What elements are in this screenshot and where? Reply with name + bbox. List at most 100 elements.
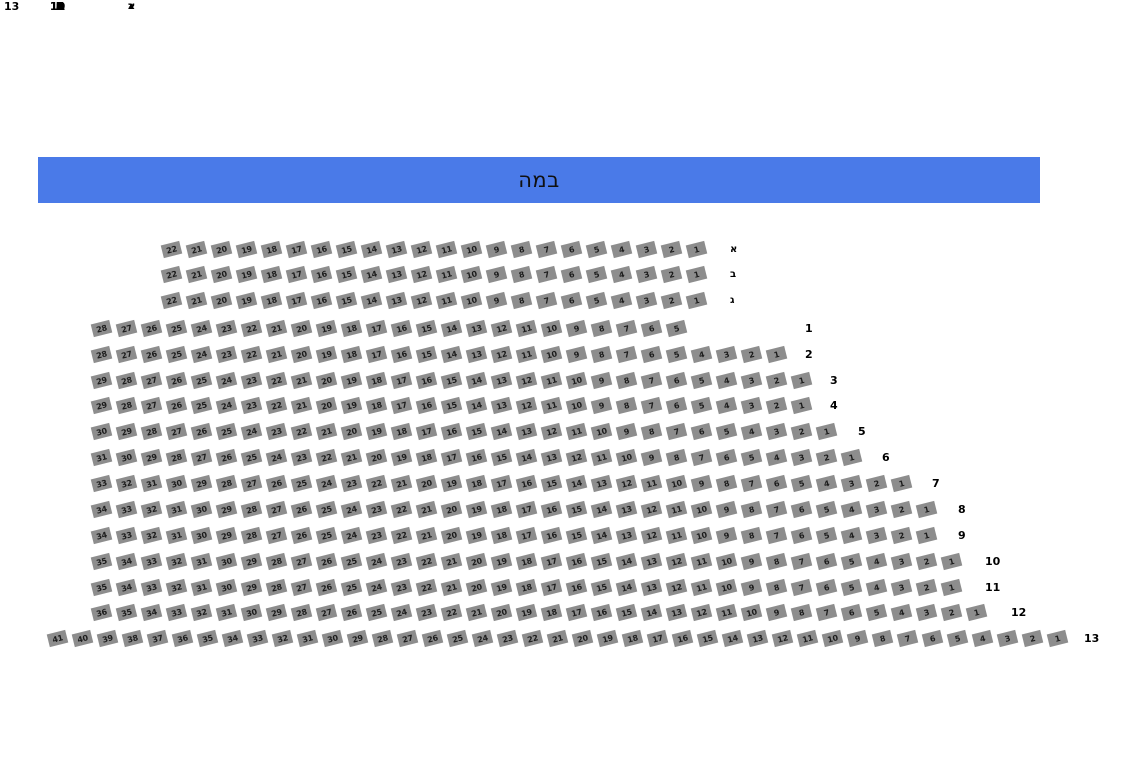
- seat[interactable]: 7: [765, 500, 788, 519]
- seat[interactable]: 29: [265, 603, 288, 622]
- seat[interactable]: 36: [90, 603, 113, 622]
- seat[interactable]: 17: [390, 396, 413, 415]
- seat[interactable]: 15: [590, 552, 613, 571]
- seat[interactable]: 9: [740, 552, 763, 571]
- seat[interactable]: 10: [665, 474, 688, 493]
- seat[interactable]: 7: [535, 265, 558, 284]
- seat[interactable]: 22: [160, 291, 183, 310]
- seat[interactable]: 13: [640, 578, 663, 597]
- seat[interactable]: 4: [840, 500, 863, 519]
- seat[interactable]: 23: [265, 422, 288, 441]
- seat[interactable]: 1: [790, 371, 813, 390]
- seat[interactable]: 4: [890, 603, 913, 622]
- seat[interactable]: 23: [390, 578, 413, 597]
- seat[interactable]: 33: [115, 500, 138, 519]
- seat[interactable]: 4: [610, 240, 633, 259]
- seat[interactable]: 37: [146, 629, 169, 648]
- seat[interactable]: 21: [185, 291, 208, 310]
- seat[interactable]: 24: [215, 396, 238, 415]
- seat[interactable]: 18: [490, 526, 513, 545]
- seat[interactable]: 15: [615, 603, 638, 622]
- seat[interactable]: 4: [690, 345, 713, 364]
- seat[interactable]: 17: [565, 603, 588, 622]
- seat[interactable]: 12: [665, 578, 688, 597]
- seat[interactable]: 21: [290, 371, 313, 390]
- seat[interactable]: 8: [715, 474, 738, 493]
- seat[interactable]: 28: [265, 552, 288, 571]
- seat[interactable]: 33: [90, 474, 113, 493]
- seat[interactable]: 8: [590, 319, 613, 338]
- seat[interactable]: 8: [665, 448, 688, 467]
- seat[interactable]: 31: [190, 552, 213, 571]
- seat[interactable]: 3: [715, 345, 738, 364]
- seat[interactable]: 1: [840, 448, 863, 467]
- seat[interactable]: 27: [265, 500, 288, 519]
- seat[interactable]: 31: [165, 500, 188, 519]
- seat[interactable]: 18: [515, 578, 538, 597]
- seat[interactable]: 23: [240, 396, 263, 415]
- seat[interactable]: 14: [490, 422, 513, 441]
- seat[interactable]: 12: [515, 396, 538, 415]
- seat[interactable]: 11: [435, 240, 458, 259]
- seat[interactable]: 20: [490, 603, 513, 622]
- seat[interactable]: 19: [465, 500, 488, 519]
- seat[interactable]: 7: [896, 629, 919, 648]
- seat[interactable]: 21: [440, 552, 463, 571]
- seat[interactable]: 1: [815, 422, 838, 441]
- seat[interactable]: 22: [265, 396, 288, 415]
- seat[interactable]: 18: [415, 448, 438, 467]
- seat[interactable]: 16: [590, 603, 613, 622]
- seat[interactable]: 11: [435, 291, 458, 310]
- seat[interactable]: 14: [515, 448, 538, 467]
- seat[interactable]: 14: [360, 291, 383, 310]
- seat[interactable]: 4: [840, 526, 863, 545]
- seat[interactable]: 7: [690, 448, 713, 467]
- seat[interactable]: 14: [465, 371, 488, 390]
- seat[interactable]: 5: [790, 474, 813, 493]
- seat[interactable]: 12: [640, 526, 663, 545]
- seat[interactable]: 26: [315, 552, 338, 571]
- seat[interactable]: 8: [615, 371, 638, 390]
- seat[interactable]: 8: [765, 552, 788, 571]
- seat[interactable]: 15: [565, 526, 588, 545]
- seat[interactable]: 6: [560, 291, 583, 310]
- seat[interactable]: 25: [215, 422, 238, 441]
- seat[interactable]: 10: [565, 371, 588, 390]
- seat[interactable]: 16: [415, 371, 438, 390]
- seat[interactable]: 5: [585, 291, 608, 310]
- seat[interactable]: 27: [165, 422, 188, 441]
- seat[interactable]: 3: [915, 603, 938, 622]
- seat[interactable]: 8: [790, 603, 813, 622]
- seat[interactable]: 15: [590, 578, 613, 597]
- seat[interactable]: 16: [540, 500, 563, 519]
- seat[interactable]: 20: [210, 265, 233, 284]
- seat[interactable]: 18: [390, 422, 413, 441]
- seat[interactable]: 2: [815, 448, 838, 467]
- seat[interactable]: 15: [415, 345, 438, 364]
- seat[interactable]: 1: [965, 603, 988, 622]
- seat[interactable]: 30: [190, 500, 213, 519]
- seat[interactable]: 19: [365, 422, 388, 441]
- seat[interactable]: 13: [746, 629, 769, 648]
- seat[interactable]: 10: [565, 396, 588, 415]
- seat[interactable]: 18: [621, 629, 644, 648]
- seat[interactable]: 5: [840, 578, 863, 597]
- seat[interactable]: 1: [685, 265, 708, 284]
- seat[interactable]: 4: [765, 448, 788, 467]
- seat[interactable]: 26: [165, 371, 188, 390]
- seat[interactable]: 30: [240, 603, 263, 622]
- seat[interactable]: 23: [365, 526, 388, 545]
- seat[interactable]: 26: [315, 578, 338, 597]
- seat[interactable]: 14: [440, 345, 463, 364]
- seat[interactable]: 22: [415, 578, 438, 597]
- seat[interactable]: 8: [615, 396, 638, 415]
- seat[interactable]: 16: [565, 578, 588, 597]
- seat[interactable]: 23: [365, 500, 388, 519]
- seat[interactable]: 17: [440, 448, 463, 467]
- seat[interactable]: 9: [765, 603, 788, 622]
- seat[interactable]: 20: [415, 474, 438, 493]
- seat[interactable]: 21: [185, 240, 208, 259]
- seat[interactable]: 3: [865, 526, 888, 545]
- seat[interactable]: 22: [290, 422, 313, 441]
- seat[interactable]: 21: [465, 603, 488, 622]
